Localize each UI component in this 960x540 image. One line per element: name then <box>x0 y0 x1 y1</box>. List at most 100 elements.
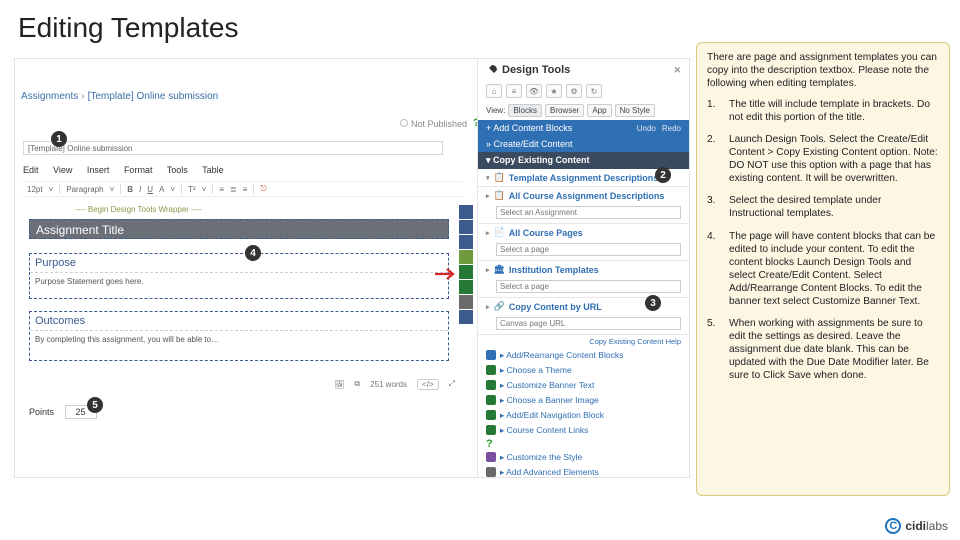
purpose-header: Purpose <box>30 254 448 273</box>
dt-link[interactable]: ▸ Choose a Theme <box>478 363 689 378</box>
outcomes-block[interactable]: Outcomes By completing this assignment, … <box>29 311 449 361</box>
move-up-icon[interactable] <box>459 205 473 219</box>
italic-button[interactable]: I <box>139 185 141 194</box>
editor-statusbar: 🖼 ⧉ 251 words </> ⤢ <box>29 375 461 393</box>
tab-blocks[interactable]: Blocks <box>508 104 542 117</box>
create-edit-content[interactable]: » Create/Edit Content <box>478 136 689 152</box>
dt-link[interactable]: ▸ Course Content Links <box>478 423 689 438</box>
bold-button[interactable]: B <box>127 185 133 194</box>
breadcrumb-assignments[interactable]: Assignments <box>21 91 78 102</box>
paragraph-select[interactable]: Paragraph <box>66 185 103 194</box>
star-icon[interactable]: ★ <box>546 84 562 98</box>
edit-icon[interactable] <box>459 265 473 279</box>
logo-icon: C <box>885 518 901 534</box>
not-published-badge: Not Published <box>400 119 467 129</box>
underline-button[interactable]: U <box>147 185 153 194</box>
menu-edit[interactable]: Edit <box>23 165 39 175</box>
add-content-blocks[interactable]: + Add Content Blocks UndoRedo <box>478 120 689 136</box>
menu-format[interactable]: Format <box>124 165 153 175</box>
font-size-select[interactable]: 12pt <box>27 185 43 194</box>
select-page-2[interactable]: Select a page <box>496 280 681 293</box>
menu-table[interactable]: Table <box>202 165 224 175</box>
gear-icon[interactable]: ⚙ <box>566 84 582 98</box>
tab-nostyle[interactable]: No Style <box>615 104 655 117</box>
dt-link[interactable]: ▸ Customize the Style <box>478 450 689 465</box>
view-tabs: View: Blocks Browser App No Style <box>478 101 689 120</box>
callout-4: 4 <box>245 245 261 261</box>
title-input[interactable]: [Template] Online submission <box>23 141 443 155</box>
view-label: View: <box>486 106 505 115</box>
pages-icon[interactable]: ≡ <box>506 84 522 98</box>
fullscreen-icon[interactable]: ⤢ <box>449 379 455 389</box>
list-button[interactable]: ≣ <box>230 185 237 194</box>
all-course-assignments[interactable]: ▸📋All Course Assignment Descriptions <box>478 187 689 204</box>
copy-help-link[interactable]: Copy Existing Content Help <box>478 335 689 348</box>
outcomes-body[interactable]: By completing this assignment, you will … <box>30 331 448 348</box>
link-button[interactable]: ⎋ <box>260 184 266 194</box>
dt-link[interactable]: ▸ Customize Banner Text <box>478 378 689 393</box>
screenshot-region: Assignments›[Template] Online submission… <box>14 58 690 478</box>
more-icon[interactable] <box>459 295 473 309</box>
home-icon[interactable]: ⌂ <box>486 84 502 98</box>
tab-browser[interactable]: Browser <box>545 104 584 117</box>
breadcrumb-sep: › <box>78 91 87 102</box>
help-icon-2[interactable]: ? <box>478 438 689 450</box>
style-icon[interactable] <box>459 280 473 294</box>
undo-button[interactable]: Undo <box>637 124 656 133</box>
callout-arrow <box>435 267 459 281</box>
design-tools-header: Design Tools ✕ <box>478 59 689 81</box>
dt-link[interactable]: ▸ Add/Rearrange Content Blocks <box>478 348 689 363</box>
menu-view[interactable]: View <box>53 165 72 175</box>
purpose-body[interactable]: Purpose Statement goes here. <box>30 273 448 293</box>
html-toggle[interactable]: </> <box>417 379 439 390</box>
points-label: Points <box>29 407 54 417</box>
duplicate-icon[interactable] <box>459 235 473 249</box>
cidilabs-logo: C cidilabs <box>885 518 948 534</box>
menu-insert[interactable]: Insert <box>87 165 110 175</box>
explanation-panel: There are page and assignment templates … <box>696 42 950 496</box>
tab-app[interactable]: App <box>587 104 611 117</box>
breadcrumb[interactable]: Assignments›[Template] Online submission <box>21 91 218 102</box>
word-count: 251 words <box>370 380 407 389</box>
callout-5: 5 <box>87 397 103 413</box>
close-icon[interactable]: ✕ <box>673 65 681 76</box>
dt-link[interactable]: ▸ Add Advanced Elements <box>478 465 689 478</box>
copy-existing-content[interactable]: ▾ Copy Existing Content <box>478 152 689 169</box>
editor-menubar[interactable]: Edit View Insert Format Tools Table <box>23 165 236 175</box>
explanation-intro: There are page and assignment templates … <box>707 51 939 90</box>
callout-1: 1 <box>51 131 67 147</box>
rocket-icon <box>486 64 498 76</box>
dt-link[interactable]: ▸ Choose a Banner Image <box>478 393 689 408</box>
institution-templates[interactable]: ▸🏛Institution Templates <box>478 261 689 278</box>
callout-3: 3 <box>645 295 661 311</box>
block-mini-toolbar[interactable] <box>459 205 473 325</box>
image-icon[interactable]: 🖼 <box>334 380 344 389</box>
select-assignment[interactable]: Select an Assignment <box>496 206 681 219</box>
purpose-block[interactable]: Purpose Purpose Statement goes here. <box>29 253 449 299</box>
dt-icon-row: ⌂ ≡ 👁 ★ ⚙ ↻ <box>478 81 689 101</box>
assignment-title-banner[interactable]: Assignment Title <box>29 219 449 239</box>
dt-link[interactable]: ▸ Add/Edit Navigation Block <box>478 408 689 423</box>
eye-icon[interactable]: 👁 <box>526 84 542 98</box>
settings-icon[interactable] <box>459 250 473 264</box>
text-color-button[interactable]: A <box>159 185 164 194</box>
callout-2: 2 <box>655 167 671 183</box>
delete-icon[interactable] <box>459 310 473 324</box>
wrapper-comment: ---- Begin Design Tools Wrapper ---- <box>75 205 202 214</box>
page-title: Editing Templates <box>18 12 239 44</box>
design-tools-panel: Design Tools ✕ ⌂ ≡ 👁 ★ ⚙ ↻ View: Blocks … <box>477 59 689 478</box>
menu-tools[interactable]: Tools <box>167 165 188 175</box>
editor-toolbar[interactable]: 12pt˅ Paragraph˅ B I U A˅ T²˅ ≡ ≣ ≡ ⎋ <box>23 181 463 197</box>
outcomes-header: Outcomes <box>30 312 448 331</box>
align-button[interactable]: ≡ <box>219 185 224 194</box>
embed-icon[interactable]: ⧉ <box>354 379 360 389</box>
redo-button[interactable]: Redo <box>662 124 681 133</box>
all-course-pages[interactable]: ▸📄All Course Pages <box>478 224 689 241</box>
url-input[interactable]: Canvas page URL <box>496 317 681 330</box>
move-down-icon[interactable] <box>459 220 473 234</box>
refresh-icon[interactable]: ↻ <box>586 84 602 98</box>
breadcrumb-template[interactable]: [Template] Online submission <box>88 91 219 102</box>
indent-button[interactable]: ≡ <box>243 185 248 194</box>
select-page-1[interactable]: Select a page <box>496 243 681 256</box>
superscript-button[interactable]: T² <box>188 185 196 194</box>
